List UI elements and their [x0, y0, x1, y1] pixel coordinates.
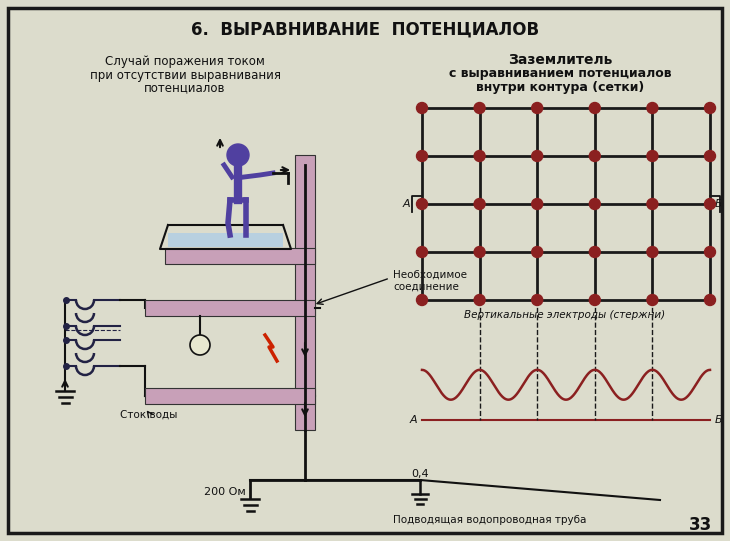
Circle shape: [474, 294, 485, 306]
Circle shape: [474, 199, 485, 209]
Text: потенциалов: потенциалов: [145, 82, 226, 95]
Circle shape: [647, 150, 658, 162]
Bar: [168, 233, 283, 247]
Circle shape: [190, 335, 210, 355]
Circle shape: [589, 199, 600, 209]
Circle shape: [417, 150, 428, 162]
Text: 6.  ВЫРАВНИВАНИЕ  ПОТЕНЦИАЛОВ: 6. ВЫРАВНИВАНИЕ ПОТЕНЦИАЛОВ: [191, 21, 539, 39]
Circle shape: [589, 150, 600, 162]
Text: Необходимое
соединение: Необходимое соединение: [393, 270, 467, 292]
Circle shape: [417, 102, 428, 114]
Bar: [145, 300, 315, 316]
Text: при отсутствии выравнивания: при отсутствии выравнивания: [90, 69, 280, 82]
Text: А: А: [402, 199, 410, 209]
Circle shape: [531, 294, 542, 306]
Circle shape: [417, 199, 428, 209]
Circle shape: [531, 247, 542, 258]
Circle shape: [589, 102, 600, 114]
Text: 0,4: 0,4: [411, 469, 429, 479]
Text: Вертикальные электроды (стержни): Вертикальные электроды (стержни): [464, 310, 666, 320]
Text: 33: 33: [688, 516, 712, 534]
Circle shape: [589, 294, 600, 306]
Circle shape: [474, 102, 485, 114]
Circle shape: [417, 294, 428, 306]
Text: Б: Б: [715, 415, 723, 425]
Circle shape: [531, 199, 542, 209]
Text: внутри контура (сетки): внутри контура (сетки): [476, 82, 644, 95]
Circle shape: [589, 247, 600, 258]
Text: 200 Ом: 200 Ом: [204, 487, 246, 497]
Circle shape: [417, 247, 428, 258]
Text: Заземлитель: Заземлитель: [508, 53, 612, 67]
Circle shape: [647, 199, 658, 209]
Text: Б: Б: [715, 199, 723, 209]
Circle shape: [647, 294, 658, 306]
Text: Случай поражения током: Случай поражения током: [105, 56, 265, 69]
Text: А: А: [410, 415, 417, 425]
Bar: [165, 248, 315, 264]
Bar: [145, 388, 315, 404]
Text: с выравниванием потенциалов: с выравниванием потенциалов: [449, 68, 672, 81]
Text: Сток воды: Сток воды: [120, 410, 177, 420]
Circle shape: [531, 150, 542, 162]
Circle shape: [704, 294, 715, 306]
Text: Подводящая водопроводная труба: Подводящая водопроводная труба: [393, 515, 587, 525]
Circle shape: [704, 247, 715, 258]
Circle shape: [474, 247, 485, 258]
Circle shape: [704, 102, 715, 114]
Circle shape: [704, 150, 715, 162]
Circle shape: [531, 102, 542, 114]
Circle shape: [474, 150, 485, 162]
Bar: [295, 155, 315, 430]
Circle shape: [647, 102, 658, 114]
Circle shape: [227, 144, 249, 166]
Circle shape: [647, 247, 658, 258]
Circle shape: [704, 199, 715, 209]
